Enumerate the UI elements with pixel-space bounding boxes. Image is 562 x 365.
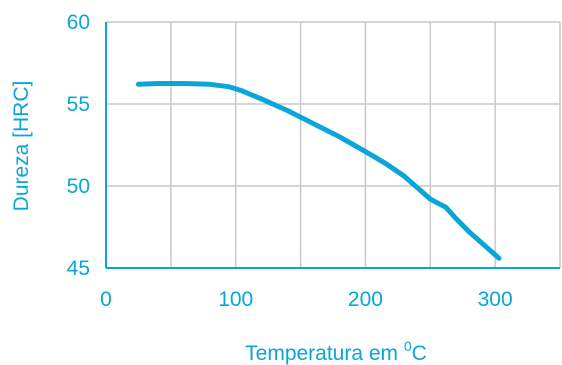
x-axis-label-degree: 0 bbox=[404, 338, 412, 354]
tick-labels: 0 100 200 300 45 50 55 60 bbox=[67, 11, 513, 311]
y-tick-label-50: 50 bbox=[67, 175, 90, 198]
y-tick-label-55: 55 bbox=[67, 93, 90, 116]
y-axis-label: Dureza [HRC] bbox=[10, 81, 33, 212]
x-axis-label-text: Temperatura em bbox=[245, 342, 404, 365]
y-tick-label-60: 60 bbox=[67, 11, 90, 34]
x-tick-label-300: 300 bbox=[478, 288, 513, 311]
x-tick-label-0: 0 bbox=[100, 288, 112, 311]
x-axis-label-unit: C bbox=[412, 342, 427, 365]
x-tick-label-100: 100 bbox=[218, 288, 253, 311]
x-axis-label: Temperatura em 0C bbox=[245, 338, 427, 365]
grid-layer bbox=[106, 21, 561, 268]
axis-layer bbox=[105, 22, 560, 269]
y-tick-label-45: 45 bbox=[67, 257, 90, 280]
series-line-0 bbox=[135, 81, 502, 261]
series-layer bbox=[135, 81, 502, 261]
x-tick-label-200: 200 bbox=[348, 288, 383, 311]
